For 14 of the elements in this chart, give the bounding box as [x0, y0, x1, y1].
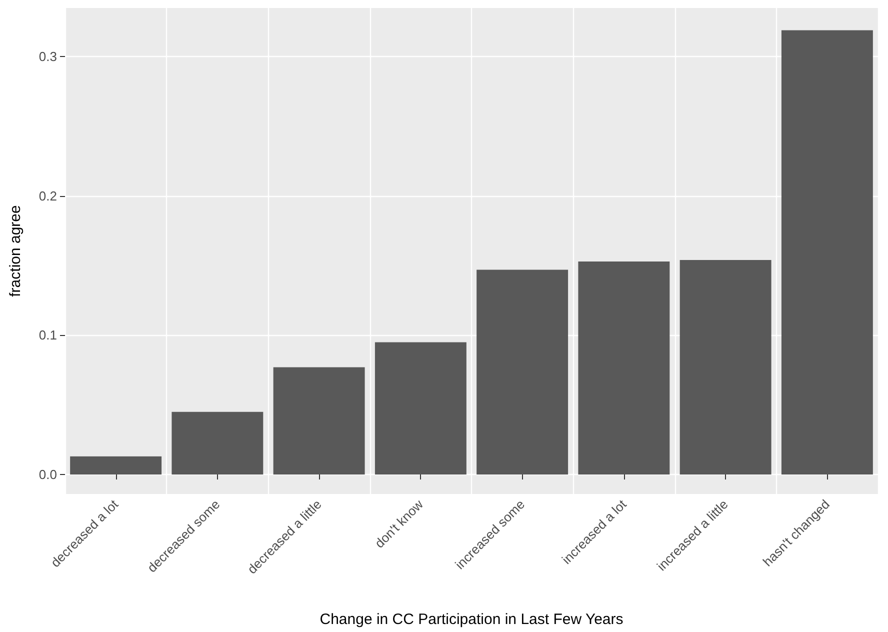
y-tick-label: 0.3 [38, 49, 57, 64]
bar [374, 342, 466, 475]
bar [273, 367, 365, 475]
y-tick-label: 0.0 [38, 467, 57, 482]
bar [172, 412, 264, 475]
y-axis-title: fraction agree [7, 205, 24, 297]
y-tick-label: 0.2 [38, 188, 57, 204]
x-axis-title: Change in CC Participation in Last Few Years [320, 611, 624, 628]
bar [476, 270, 568, 475]
bar [781, 30, 873, 475]
bar [680, 260, 772, 475]
bar [70, 456, 162, 475]
bar [578, 261, 670, 475]
y-tick-label: 0.1 [38, 328, 57, 343]
